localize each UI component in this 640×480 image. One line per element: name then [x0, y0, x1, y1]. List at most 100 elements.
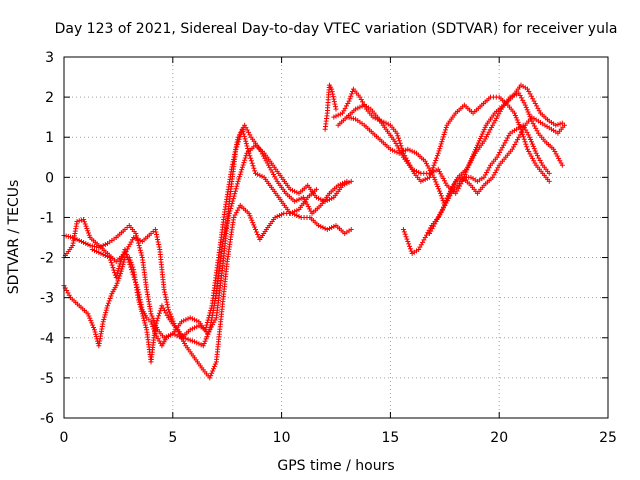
- data-point: [248, 215, 254, 221]
- data-point: [234, 181, 240, 187]
- data-point: [331, 96, 337, 102]
- data-point: [329, 89, 335, 95]
- data-point: [330, 91, 336, 97]
- data-point: [400, 148, 406, 154]
- data-point: [344, 114, 350, 120]
- data-point: [209, 370, 215, 376]
- data-point: [347, 96, 353, 102]
- data-point: [204, 320, 210, 326]
- data-point: [532, 148, 538, 154]
- data-point: [238, 169, 244, 175]
- data-point: [477, 136, 483, 142]
- data-point: [142, 322, 148, 328]
- data-point: [185, 316, 191, 322]
- data-point: [480, 129, 486, 135]
- data-point: [137, 294, 143, 300]
- data-point: [553, 122, 559, 128]
- data-point: [377, 117, 383, 123]
- data-point: [276, 212, 282, 218]
- data-point: [409, 166, 415, 172]
- data-point: [203, 336, 209, 342]
- data-point: [556, 155, 562, 161]
- data-point: [212, 361, 218, 367]
- data-point: [524, 146, 530, 152]
- data-point: [241, 160, 247, 166]
- data-point: [107, 255, 113, 261]
- data-point: [152, 323, 158, 329]
- x-tick-label: 25: [599, 430, 617, 446]
- data-point: [233, 144, 239, 150]
- data-point: [405, 239, 411, 245]
- series-trace-3: [61, 202, 354, 381]
- data-point: [318, 196, 324, 202]
- data-point: [294, 207, 300, 213]
- data-point: [262, 155, 268, 161]
- data-point: [439, 173, 445, 179]
- data-point: [148, 311, 154, 317]
- data-point: [136, 289, 142, 295]
- data-point: [527, 151, 533, 157]
- data-point: [172, 332, 178, 338]
- data-point: [530, 143, 536, 149]
- data-point: [372, 115, 378, 121]
- data-point: [103, 307, 109, 313]
- data-point: [150, 315, 156, 321]
- data-point: [92, 329, 98, 335]
- data-point: [440, 134, 446, 140]
- y-tick-label: 2: [45, 90, 54, 106]
- data-point: [438, 171, 444, 177]
- data-point: [207, 375, 213, 381]
- data-point: [409, 148, 415, 154]
- y-tick-label: -2: [40, 251, 54, 267]
- data-point: [431, 174, 437, 180]
- data-point: [249, 217, 255, 223]
- data-point: [274, 213, 280, 219]
- series-trace-10: [322, 82, 339, 132]
- data-point: [387, 146, 393, 152]
- data-point: [116, 265, 122, 271]
- data-point: [224, 220, 230, 226]
- data-point: [235, 137, 241, 143]
- data-point: [324, 226, 330, 232]
- data-point: [228, 205, 234, 211]
- x-tick-label: 15: [381, 430, 399, 446]
- data-point: [153, 229, 159, 235]
- data-point: [149, 321, 155, 327]
- x-tick-label: 10: [273, 430, 291, 446]
- data-point: [513, 115, 519, 121]
- data-point: [287, 186, 293, 192]
- data-point: [139, 304, 145, 310]
- data-point: [252, 168, 258, 174]
- data-point: [232, 152, 238, 158]
- data-point: [189, 316, 195, 322]
- data-point: [256, 234, 262, 240]
- data-point: [436, 186, 442, 192]
- data-point: [124, 254, 130, 260]
- data-point: [225, 215, 231, 221]
- data-point: [156, 310, 162, 316]
- data-point: [329, 195, 335, 201]
- data-point: [119, 264, 125, 270]
- data-point: [492, 118, 498, 124]
- data-point: [252, 226, 258, 232]
- data-point: [86, 232, 92, 238]
- data-point: [491, 120, 497, 126]
- data-point: [201, 341, 207, 347]
- data-point: [435, 184, 441, 190]
- data-point: [318, 223, 324, 229]
- data-point: [294, 212, 300, 218]
- data-point: [411, 149, 417, 155]
- data-point: [102, 242, 108, 248]
- series-trace-6: [335, 82, 565, 196]
- data-point: [407, 147, 413, 153]
- data-point: [531, 146, 537, 152]
- data-point: [124, 252, 130, 258]
- data-point: [332, 104, 338, 110]
- data-point: [346, 98, 352, 104]
- data-point: [239, 164, 245, 170]
- data-point: [113, 275, 119, 281]
- data-point: [166, 309, 172, 315]
- data-point: [206, 329, 212, 335]
- data-point: [86, 313, 92, 319]
- data-point: [233, 147, 239, 153]
